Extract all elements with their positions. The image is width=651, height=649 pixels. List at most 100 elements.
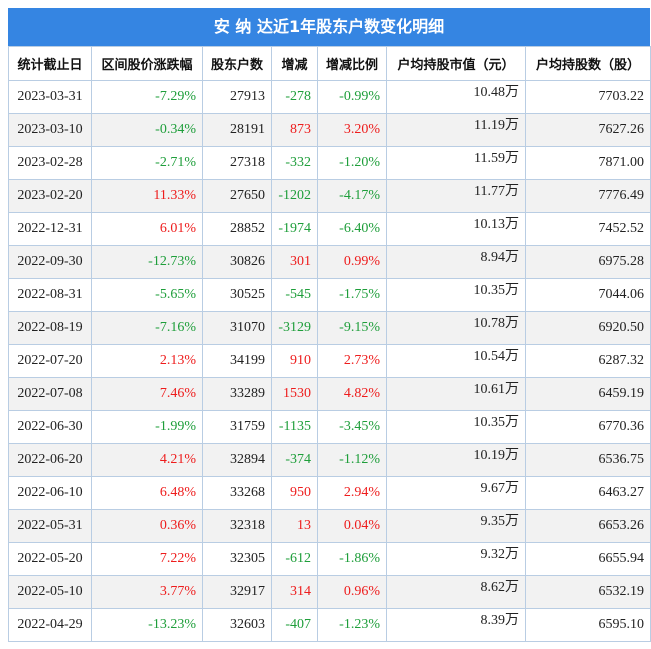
cell-avg-shares: 7044.06 bbox=[525, 278, 651, 312]
cell-date: 2022-05-20 bbox=[8, 542, 92, 576]
cell-date: 2022-06-20 bbox=[8, 443, 92, 477]
cell-price-change: -0.34% bbox=[91, 113, 203, 147]
cell-avg-value: 10.78万 bbox=[386, 311, 526, 345]
cell-change: -3129 bbox=[271, 311, 318, 345]
table-row: 2022-08-19 -7.16% 31070 -3129 -9.15% 10.78万 69… bbox=[8, 311, 651, 345]
cell-avg-value: 11.19万 bbox=[386, 113, 526, 147]
cell-holders: 31759 bbox=[202, 410, 272, 444]
cell-change-pct: -1.86% bbox=[317, 542, 387, 576]
cell-avg-shares: 6655.94 bbox=[525, 542, 651, 576]
cell-date: 2022-08-19 bbox=[8, 311, 92, 345]
cell-avg-shares: 6287.32 bbox=[525, 344, 651, 378]
cell-price-change: 6.48% bbox=[91, 476, 203, 510]
cell-change: 910 bbox=[271, 344, 318, 378]
cell-change: 950 bbox=[271, 476, 318, 510]
table-title: 安 纳 达近1年股东户数变化明细 bbox=[8, 8, 650, 46]
cell-avg-shares: 7703.22 bbox=[525, 80, 651, 114]
cell-change-pct: -6.40% bbox=[317, 212, 387, 246]
table-row: 2022-05-31 0.36% 32318 13 0.04% 9.35万 6653.26 bbox=[8, 509, 651, 543]
col-header-holders: 股东户数 bbox=[202, 46, 272, 81]
cell-avg-value: 9.35万 bbox=[386, 509, 526, 543]
col-header-change-pct: 增减比例 bbox=[317, 46, 387, 81]
cell-price-change: 6.01% bbox=[91, 212, 203, 246]
table-row: 2023-03-10 -0.34% 28191 873 3.20% 11.19万 7627.… bbox=[8, 113, 651, 147]
cell-change: -407 bbox=[271, 608, 318, 642]
col-header-price-change: 区间股价涨跌幅 bbox=[91, 46, 203, 81]
cell-change-pct: -3.45% bbox=[317, 410, 387, 444]
cell-change: -332 bbox=[271, 146, 318, 180]
cell-change: -1135 bbox=[271, 410, 318, 444]
cell-change-pct: -4.17% bbox=[317, 179, 387, 213]
cell-price-change: -13.23% bbox=[91, 608, 203, 642]
cell-avg-value: 11.77万 bbox=[386, 179, 526, 213]
cell-change-pct: 0.96% bbox=[317, 575, 387, 609]
col-header-change: 增减 bbox=[271, 46, 318, 81]
cell-price-change: 2.13% bbox=[91, 344, 203, 378]
cell-avg-shares: 6532.19 bbox=[525, 575, 651, 609]
cell-date: 2023-03-31 bbox=[8, 80, 92, 114]
cell-price-change: 0.36% bbox=[91, 509, 203, 543]
table-row: 2022-12-31 6.01% 28852 -1974 -6.40% 10.13万 745… bbox=[8, 212, 651, 246]
cell-date: 2022-05-31 bbox=[8, 509, 92, 543]
cell-change: -545 bbox=[271, 278, 318, 312]
cell-change-pct: 3.20% bbox=[317, 113, 387, 147]
cell-price-change: 4.21% bbox=[91, 443, 203, 477]
cell-change: -1202 bbox=[271, 179, 318, 213]
cell-change-pct: -1.20% bbox=[317, 146, 387, 180]
cell-change: 301 bbox=[271, 245, 318, 279]
table-row: 2022-04-29 -13.23% 32603 -407 -1.23% 8.39万 659… bbox=[8, 608, 651, 642]
cell-avg-value: 10.13万 bbox=[386, 212, 526, 246]
cell-avg-value: 10.35万 bbox=[386, 278, 526, 312]
cell-price-change: -5.65% bbox=[91, 278, 203, 312]
cell-change-pct: 0.04% bbox=[317, 509, 387, 543]
cell-holders: 27650 bbox=[202, 179, 272, 213]
table-row: 2022-06-20 4.21% 32894 -374 -1.12% 10.19万 6536… bbox=[8, 443, 651, 477]
cell-change-pct: -1.23% bbox=[317, 608, 387, 642]
cell-change: 314 bbox=[271, 575, 318, 609]
cell-price-change: -2.71% bbox=[91, 146, 203, 180]
cell-change: -278 bbox=[271, 80, 318, 114]
cell-avg-shares: 6463.27 bbox=[525, 476, 651, 510]
table-row: 2022-06-10 6.48% 33268 950 2.94% 9.67万 6463.27 bbox=[8, 476, 651, 510]
cell-change: -1974 bbox=[271, 212, 318, 246]
cell-avg-value: 10.61万 bbox=[386, 377, 526, 411]
cell-date: 2023-02-20 bbox=[8, 179, 92, 213]
table-row: 2022-07-08 7.46% 33289 1530 4.82% 10.61万 6459.… bbox=[8, 377, 651, 411]
cell-avg-shares: 6459.19 bbox=[525, 377, 651, 411]
cell-change-pct: 4.82% bbox=[317, 377, 387, 411]
cell-avg-shares: 6920.50 bbox=[525, 311, 651, 345]
cell-holders: 33268 bbox=[202, 476, 272, 510]
cell-holders: 33289 bbox=[202, 377, 272, 411]
cell-holders: 31070 bbox=[202, 311, 272, 345]
table-row: 2023-03-31 -7.29% 27913 -278 -0.99% 10.48万 770… bbox=[8, 80, 651, 114]
cell-date: 2023-02-28 bbox=[8, 146, 92, 180]
table-row: 2023-02-20 11.33% 27650 -1202 -4.17% 11.77万 77… bbox=[8, 179, 651, 213]
cell-avg-value: 11.59万 bbox=[386, 146, 526, 180]
cell-change: -374 bbox=[271, 443, 318, 477]
col-header-date: 统计截止日 bbox=[8, 46, 92, 81]
cell-avg-value: 9.32万 bbox=[386, 542, 526, 576]
cell-price-change: 3.77% bbox=[91, 575, 203, 609]
cell-avg-value: 8.62万 bbox=[386, 575, 526, 609]
header-row: 统计截止日 区间股价涨跌幅 股东户数 增减 增减比例 户均持股市值（元） 户均持… bbox=[8, 46, 651, 81]
cell-price-change: -7.29% bbox=[91, 80, 203, 114]
cell-change-pct: 2.73% bbox=[317, 344, 387, 378]
holders-table-panel: 安 纳 达近1年股东户数变化明细 统计截止日 区间股价涨跌幅 股东户数 增减 增… bbox=[8, 8, 651, 642]
cell-date: 2022-07-08 bbox=[8, 377, 92, 411]
cell-change-pct: -9.15% bbox=[317, 311, 387, 345]
cell-date: 2023-03-10 bbox=[8, 113, 92, 147]
cell-avg-shares: 7776.49 bbox=[525, 179, 651, 213]
cell-holders: 32917 bbox=[202, 575, 272, 609]
cell-avg-value: 10.35万 bbox=[386, 410, 526, 444]
cell-change-pct: -1.12% bbox=[317, 443, 387, 477]
cell-avg-shares: 7452.52 bbox=[525, 212, 651, 246]
cell-holders: 32894 bbox=[202, 443, 272, 477]
cell-price-change: 11.33% bbox=[91, 179, 203, 213]
cell-date: 2022-04-29 bbox=[8, 608, 92, 642]
cell-change-pct: -0.99% bbox=[317, 80, 387, 114]
cell-avg-value: 10.54万 bbox=[386, 344, 526, 378]
cell-avg-value: 10.48万 bbox=[386, 80, 526, 114]
holders-table: 统计截止日 区间股价涨跌幅 股东户数 增减 增减比例 户均持股市值（元） 户均持… bbox=[8, 46, 651, 642]
table-row: 2023-02-28 -2.71% 27318 -332 -1.20% 11.59万 787… bbox=[8, 146, 651, 180]
cell-holders: 34199 bbox=[202, 344, 272, 378]
